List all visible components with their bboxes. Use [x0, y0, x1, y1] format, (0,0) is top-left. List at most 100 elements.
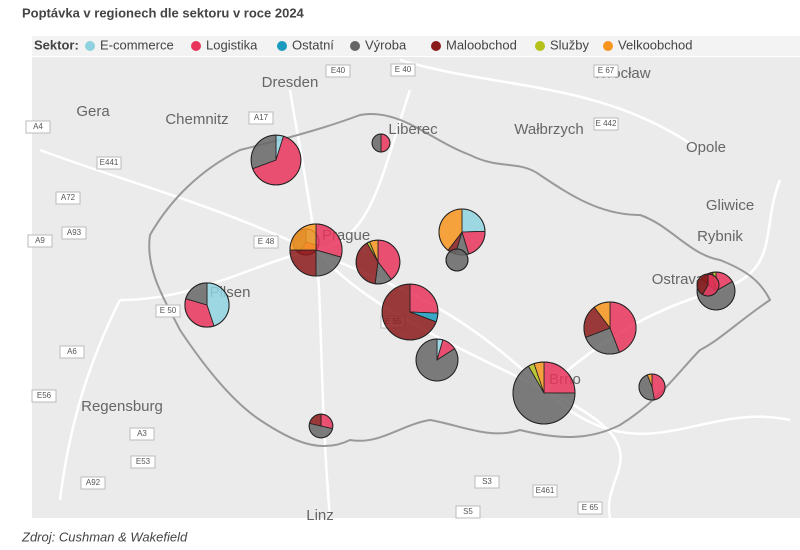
pie	[371, 133, 391, 153]
road-label: S3	[482, 477, 492, 486]
pie	[381, 283, 439, 341]
road-badge	[55, 191, 81, 205]
place-label: Rybnik	[697, 228, 743, 245]
road-label: A17	[254, 113, 269, 122]
legend-text: Ostatní	[292, 37, 334, 52]
road-badge	[59, 345, 85, 359]
road-label: E 442	[596, 119, 617, 128]
road-label: E441	[100, 158, 119, 167]
pie	[638, 373, 666, 401]
legend-swatch	[191, 41, 201, 51]
legend-text: E-commerce	[100, 37, 174, 52]
pie-outline	[445, 248, 469, 272]
road-badge	[61, 226, 87, 240]
legend-swatch	[431, 41, 441, 51]
pie-outline	[638, 373, 666, 401]
road-badge	[96, 156, 122, 170]
road-badge	[593, 64, 619, 78]
road-badge	[455, 505, 481, 519]
title: Poptávka v regionech dle sektoru v roce …	[22, 5, 305, 20]
pie	[512, 361, 576, 425]
place-label: Ostrava	[652, 271, 705, 288]
pie	[415, 338, 459, 382]
road-label: E461	[536, 486, 555, 495]
road-badge	[31, 389, 57, 403]
pie-outline	[250, 134, 302, 186]
legend-text: Logistika	[206, 37, 258, 52]
pie	[696, 273, 720, 297]
road-label: A9	[35, 236, 45, 245]
road-badge	[532, 484, 558, 498]
pie-outline	[583, 301, 637, 355]
pie-outline	[355, 239, 401, 285]
legend-swatch	[85, 41, 95, 51]
road-label: E 48	[258, 237, 275, 246]
road-label: A92	[86, 478, 101, 487]
pie-outline	[184, 282, 230, 328]
legend-swatch	[603, 41, 613, 51]
pie-outline	[512, 361, 576, 425]
legend-swatch	[535, 41, 545, 51]
legend-label: Sektor:	[34, 37, 79, 52]
pie-outline	[308, 413, 334, 439]
road-label: E 65	[582, 503, 599, 512]
country-border	[148, 113, 772, 448]
road-label: E 40	[395, 65, 412, 74]
pie	[438, 208, 486, 256]
place-label: Gliwice	[706, 197, 754, 214]
road-label: E 50	[160, 306, 177, 315]
legend-swatch	[350, 41, 360, 51]
road	[399, 58, 701, 152]
road-badge	[474, 475, 500, 489]
place-label: Opole	[686, 139, 726, 156]
road-label: E56	[37, 391, 52, 400]
pies	[184, 133, 736, 439]
road	[58, 299, 122, 501]
road-label: A72	[61, 193, 76, 202]
legend: Sektor: E-commerce Logistika Ostatní Výroba M…	[34, 37, 692, 52]
road-badge	[155, 304, 181, 318]
legend-text: Maloobchod	[446, 37, 517, 52]
place-label: Dresden	[262, 74, 319, 91]
pie-outline	[371, 133, 391, 153]
road-label: E 67	[598, 66, 615, 75]
road-badge	[325, 64, 351, 78]
road-badge	[577, 501, 603, 515]
pie-outline	[696, 273, 720, 297]
road-label: S5	[463, 507, 473, 516]
road-label: A6	[67, 347, 77, 356]
pie	[355, 239, 401, 285]
pie	[583, 301, 637, 355]
pie-outline	[289, 223, 343, 277]
road-label: A4	[33, 122, 43, 131]
legend-text: Výroba	[365, 37, 407, 52]
road-badge	[593, 117, 619, 131]
pie	[289, 223, 343, 277]
place-label: Chemnitz	[165, 111, 228, 128]
pie	[445, 248, 469, 272]
place-label: Linz	[306, 507, 334, 524]
road-badge	[253, 235, 279, 249]
place-label: Liberec	[388, 121, 438, 138]
pie-outline	[696, 271, 736, 311]
legend-text: Velkoobchod	[618, 37, 692, 52]
source: Zdroj: Cushman & Wakefield	[21, 529, 188, 544]
pie	[250, 134, 302, 186]
road-badge	[248, 111, 274, 125]
road-badge	[25, 120, 51, 134]
place-label: Gera	[76, 103, 110, 120]
road-label: E40	[331, 66, 346, 75]
pie	[308, 413, 334, 439]
road-label: E53	[136, 457, 151, 466]
road-badge	[80, 476, 106, 490]
road-badge	[27, 234, 53, 248]
pie-outline	[381, 283, 439, 341]
road-badge	[130, 455, 156, 469]
road-label: A3	[137, 429, 147, 438]
legend-swatch	[277, 41, 287, 51]
road-badge	[129, 427, 155, 441]
pie-outline	[415, 338, 459, 382]
road-label: A93	[67, 228, 82, 237]
